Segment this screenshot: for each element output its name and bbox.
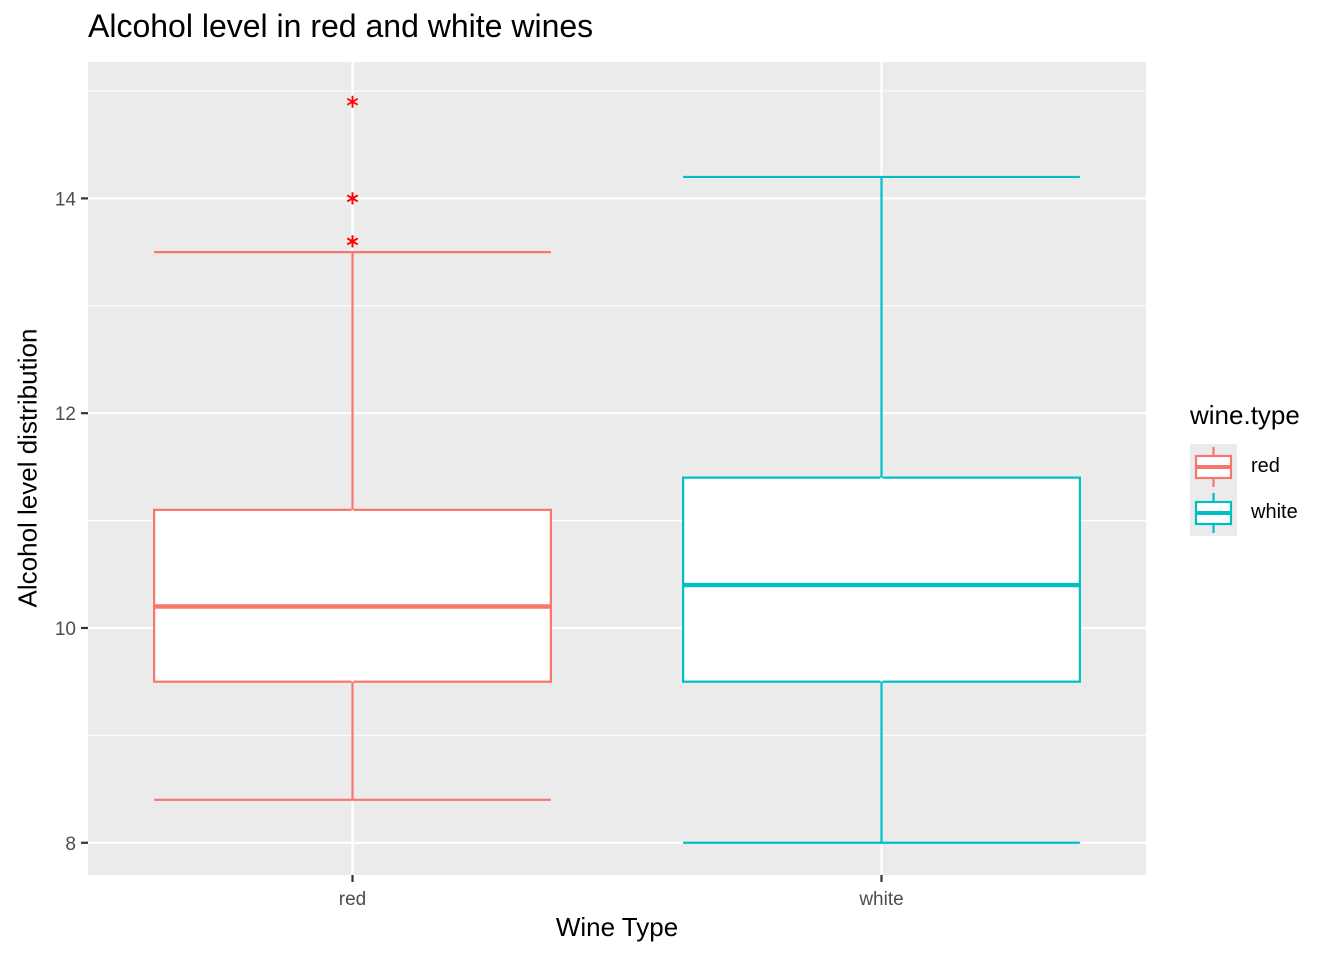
legend-label-white: white: [1251, 501, 1298, 523]
x-axis-label: Wine Type: [555, 912, 679, 942]
panel-background: [88, 62, 1146, 875]
legend-item-red: red: [1190, 444, 1340, 490]
y-tick-label: 10: [55, 619, 76, 640]
legend-item-white: white: [1190, 490, 1340, 536]
x-tick-label-red: red: [339, 889, 366, 910]
y-axis-label: Alcohol level distribution: [12, 328, 43, 608]
legend-key-red: [1194, 447, 1233, 487]
outlier-stroke: [346, 97, 359, 106]
box-red: [153, 95, 552, 801]
outlier-stroke: [346, 194, 359, 203]
y-tick-label: 8: [65, 834, 76, 855]
y-tick-label: 14: [55, 189, 77, 210]
outlier-point: [346, 95, 359, 108]
legend-label-red: red: [1251, 455, 1280, 477]
legend-title: wine.type: [1190, 400, 1300, 430]
plot-panel: [88, 62, 1146, 875]
axes-layer: 8 10 12 14 red white: [55, 189, 904, 910]
x-tick-label-white: white: [858, 889, 903, 910]
outlier-point: [346, 235, 359, 248]
y-tick-label: 12: [55, 404, 76, 425]
outlier-stroke: [346, 237, 359, 246]
box-white: [682, 175, 1081, 844]
legend-key-white: [1194, 493, 1233, 533]
legend: wine.type red white: [1190, 400, 1300, 536]
boxes-layer: [153, 95, 1081, 844]
outlier-point: [346, 192, 359, 205]
chart-title: Alcohol level in red and white wines: [88, 8, 594, 44]
